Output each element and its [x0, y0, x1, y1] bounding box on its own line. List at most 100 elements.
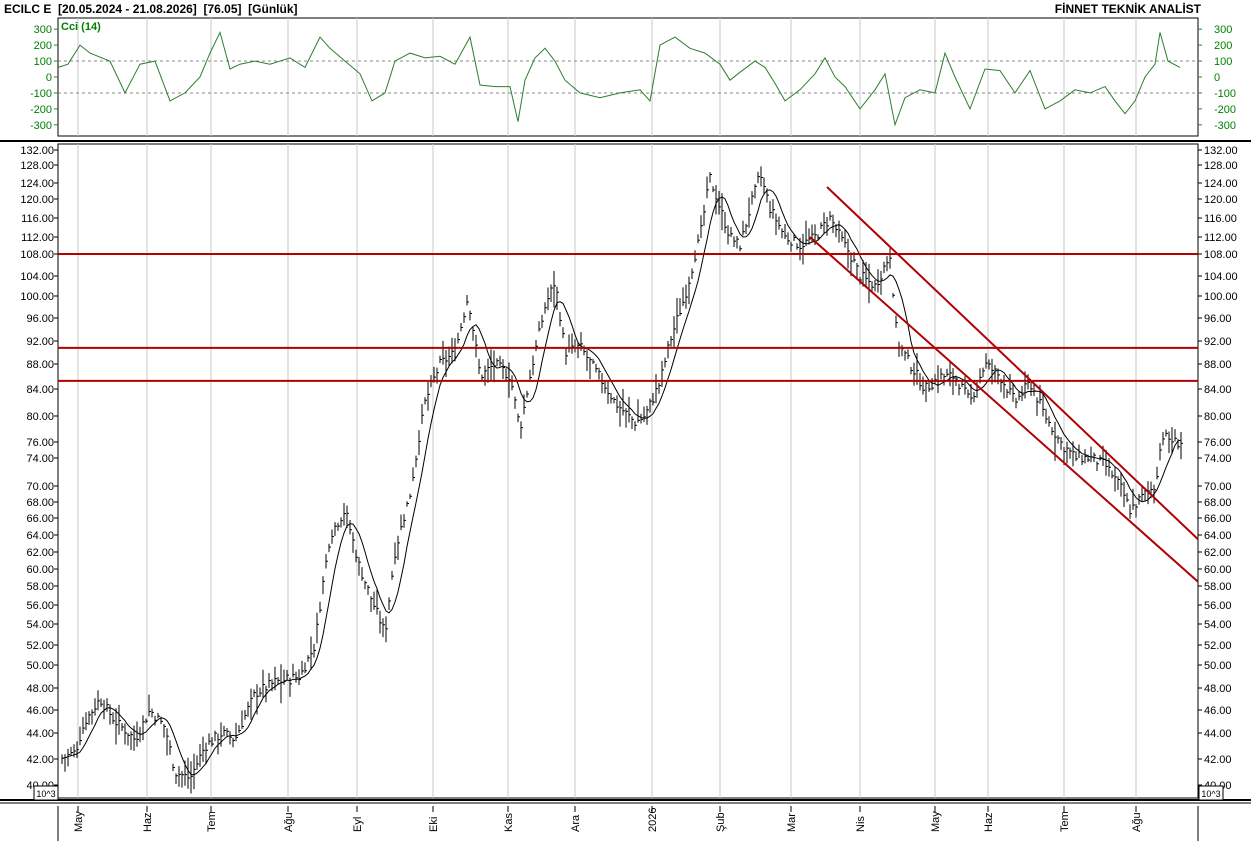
price-tick-label: 58.00 [26, 581, 54, 593]
cci-tick-label: -100 [1214, 88, 1236, 100]
month-label: Kas [503, 813, 515, 832]
price-tick-label: 58.00 [1204, 581, 1232, 593]
price-tick-label: 50.00 [26, 660, 54, 672]
price-tick-label: 128.00 [20, 160, 54, 172]
price-tick-label: 48.00 [26, 683, 54, 695]
scale-box-right [1198, 785, 1224, 801]
cci-tick-label: 200 [1214, 40, 1232, 52]
cci-tick-label: -300 [30, 120, 52, 132]
month-label: May [930, 811, 942, 832]
price-tick-label: 76.00 [26, 437, 54, 449]
moving-average-line [61, 189, 1182, 776]
cci-tick-label: 100 [1214, 56, 1232, 68]
date-range-label: [20.05.2024 - 21.08.2026] [58, 2, 197, 16]
price-tick-label: 66.00 [26, 513, 54, 525]
price-tick-label: 80.00 [1204, 411, 1232, 423]
price-tick-label: 100.00 [1204, 291, 1238, 303]
price-tick-label: 74.00 [1204, 453, 1232, 465]
price-tick-label: 132.00 [20, 145, 54, 157]
cci-tick-label: 300 [1214, 24, 1232, 36]
month-label: Tem [1059, 811, 1071, 832]
price-tick-label: 96.00 [26, 313, 54, 325]
price-tick-label: 84.00 [1204, 384, 1232, 396]
price-tick-label: 42.00 [26, 754, 54, 766]
month-label: Ara [570, 814, 582, 832]
price-tick-label: 62.00 [1204, 547, 1232, 559]
cci-tick-label: 200 [34, 40, 52, 52]
price-tick-label: 108.00 [1204, 249, 1238, 261]
price-panel-frame [57, 143, 1199, 799]
price-tick-label: 96.00 [1204, 313, 1232, 325]
cci-tick-label: -300 [1214, 120, 1236, 132]
price-tick-label: 84.00 [26, 384, 54, 396]
month-label: Haz [983, 812, 995, 832]
cci-line [57, 30, 1181, 127]
scale-note-left: 10^3 [36, 789, 55, 799]
month-label: Ağu [1131, 812, 1143, 832]
channel-lower-line [809, 236, 1199, 583]
price-tick-label: 100.00 [20, 291, 54, 303]
price-tick-label: 62.00 [26, 547, 54, 559]
price-tick-label: 52.00 [26, 640, 54, 652]
cci-tick-label: 100 [34, 56, 52, 68]
price-tick-label: 120.00 [1204, 194, 1238, 206]
price-tick-label: 56.00 [1204, 600, 1232, 612]
price-tick-label: 74.00 [26, 453, 54, 465]
price-tick-label: 76.00 [1204, 437, 1232, 449]
price-tick-label: 44.00 [1204, 728, 1232, 740]
price-tick-label: 88.00 [26, 359, 54, 371]
price-tick-label: 92.00 [26, 336, 54, 348]
price-tick-label: 70.00 [26, 481, 54, 493]
month-label: Şub [715, 812, 727, 832]
month-label: Eyl [352, 817, 364, 832]
price-tick-label: 132.00 [1204, 145, 1238, 157]
price-tick-label: 124.00 [1204, 178, 1238, 190]
cci-tick-label: -100 [30, 88, 52, 100]
cci-tick-label: 0 [46, 72, 52, 84]
price-tick-label: 68.00 [26, 497, 54, 509]
price-tick-label: 48.00 [1204, 683, 1232, 695]
price-tick-label: 128.00 [1204, 160, 1238, 172]
symbol-label: ECILC E [4, 2, 52, 16]
price-tick-label: 64.00 [26, 530, 54, 542]
month-label: 2026 [647, 808, 659, 832]
month-label: May [73, 811, 85, 832]
scale-note-right: 10^3 [1201, 789, 1220, 799]
cci-tick-label: -200 [1214, 104, 1236, 116]
price-tick-label: 56.00 [26, 600, 54, 612]
price-tick-label: 46.00 [26, 705, 54, 717]
price-tick-label: 120.00 [20, 194, 54, 206]
price-tick-label: 112.00 [21, 232, 54, 244]
period-label: [Günlük] [248, 2, 298, 16]
scale-box-left [33, 785, 59, 801]
month-label: Ağu [283, 812, 295, 832]
price-tick-label: 104.00 [1204, 271, 1238, 283]
price-tick-label: 124.00 [20, 178, 54, 190]
channel-upper-line [826, 186, 1199, 540]
price-tick-label: 52.00 [1204, 640, 1232, 652]
price-tick-label: 116.00 [1204, 213, 1237, 225]
cci-tick-label: -200 [30, 104, 52, 116]
price-tick-label: 68.00 [1204, 497, 1232, 509]
price-tick-label: 88.00 [1204, 359, 1232, 371]
price-tick-label: 42.00 [1204, 754, 1232, 766]
price-tick-label: 60.00 [26, 564, 54, 576]
price-tick-label: 116.00 [21, 213, 54, 225]
brand-label: FİNNET TEKNİK ANALİST [1054, 2, 1201, 16]
cci-panel-frame [57, 17, 1199, 137]
month-label: Mar [786, 813, 798, 832]
price-tick-label: 44.00 [26, 728, 54, 740]
price-tick-label: 66.00 [1204, 513, 1232, 525]
month-label: Tem [206, 811, 218, 832]
price-tick-label: 54.00 [1204, 619, 1232, 631]
price-tick-label: 112.00 [1204, 232, 1237, 244]
month-label: Haz [142, 812, 154, 832]
month-label: Eki [428, 817, 440, 832]
cci-tick-label: 0 [1214, 72, 1220, 84]
last-price-label: [76.05] [203, 2, 242, 16]
price-tick-label: 46.00 [1204, 705, 1232, 717]
ohlc-bars-group [61, 166, 1183, 794]
chart-header-info: ECILC E [20.05.2024 - 21.08.2026] [76.05… [4, 2, 298, 16]
price-tick-label: 70.00 [1204, 481, 1232, 493]
